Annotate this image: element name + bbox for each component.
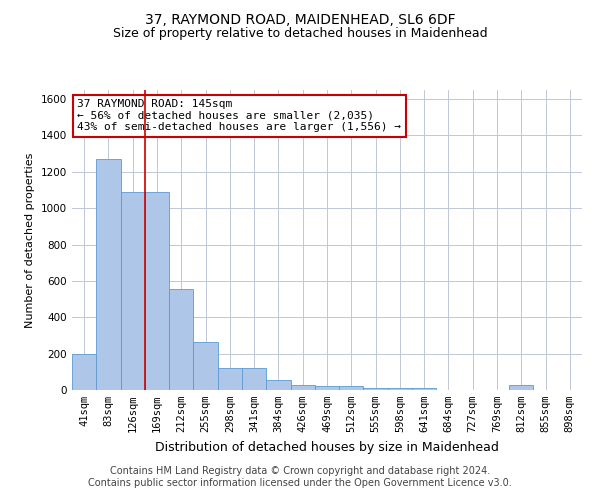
Bar — [96, 159, 121, 390]
Text: 37 RAYMOND ROAD: 145sqm
← 56% of detached houses are smaller (2,035)
43% of semi: 37 RAYMOND ROAD: 145sqm ← 56% of detache… — [77, 99, 401, 132]
Bar — [72, 354, 96, 390]
Bar — [169, 289, 193, 390]
Text: Size of property relative to detached houses in Maidenhead: Size of property relative to detached ho… — [113, 28, 487, 40]
Bar — [364, 388, 388, 390]
Bar — [145, 192, 169, 390]
Text: Contains HM Land Registry data © Crown copyright and database right 2024.
Contai: Contains HM Land Registry data © Crown c… — [88, 466, 512, 487]
Bar — [218, 368, 242, 390]
Bar — [315, 386, 339, 390]
Bar — [193, 342, 218, 390]
Bar — [388, 388, 412, 390]
Bar — [339, 386, 364, 390]
Text: 37, RAYMOND ROAD, MAIDENHEAD, SL6 6DF: 37, RAYMOND ROAD, MAIDENHEAD, SL6 6DF — [145, 12, 455, 26]
Bar — [266, 380, 290, 390]
Bar — [121, 192, 145, 390]
Bar — [242, 368, 266, 390]
Bar — [290, 384, 315, 390]
Bar — [412, 388, 436, 390]
Bar — [509, 384, 533, 390]
X-axis label: Distribution of detached houses by size in Maidenhead: Distribution of detached houses by size … — [155, 440, 499, 454]
Y-axis label: Number of detached properties: Number of detached properties — [25, 152, 35, 328]
